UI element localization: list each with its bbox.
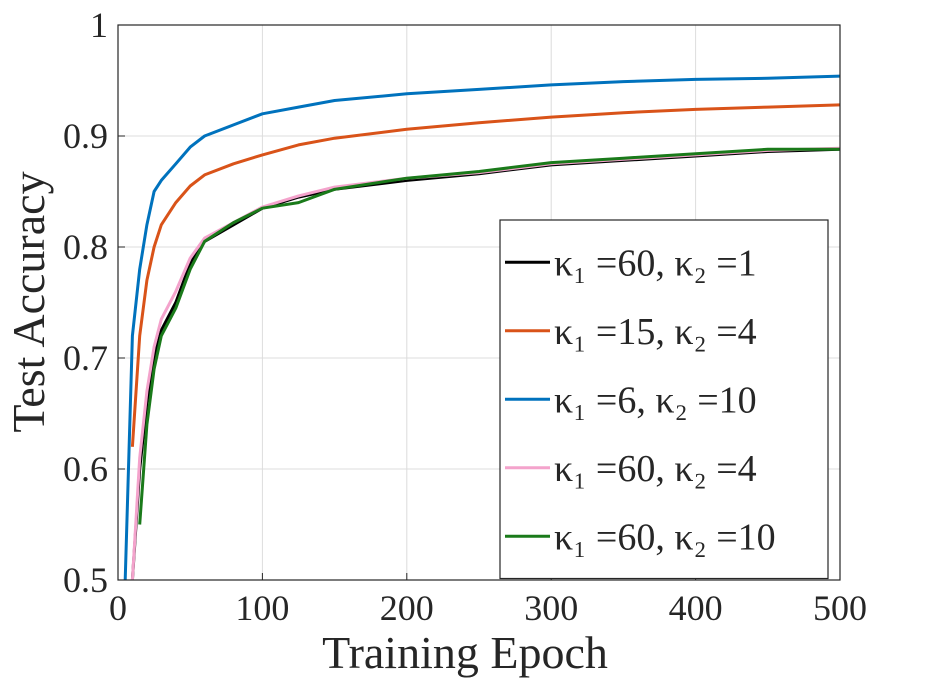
x-tick-label: 300	[524, 588, 578, 628]
legend-label: κ₁ =60, κ₂ =1	[554, 242, 757, 284]
series-line	[130, 103, 840, 447]
series-line	[138, 147, 840, 525]
y-tick-label: 1	[90, 5, 108, 45]
y-tick-label: 0.8	[63, 227, 108, 267]
lines	[123, 74, 840, 580]
y-tick-label: 0.6	[63, 449, 108, 489]
x-axis-label: Training Epoch	[322, 627, 608, 678]
x-tick-label: 100	[235, 588, 289, 628]
legend-label: κ₁ =60, κ₂ =10	[554, 516, 776, 558]
legend-label: κ₁ =15, κ₂ =4	[554, 311, 757, 353]
axes-box	[117, 24, 841, 581]
y-tick-label: 0.9	[63, 116, 108, 156]
legend-label: κ₁ =60, κ₂ =4	[554, 448, 757, 490]
y-tick-label: 0.7	[63, 338, 108, 378]
x-tick-label: 400	[669, 588, 723, 628]
y-axis-label: Test Accuracy	[3, 171, 54, 432]
x-tick-label: 500	[813, 588, 867, 628]
x-tick-label: 0	[109, 588, 127, 628]
legend-label: κ₁ =6, κ₂ =10	[554, 379, 757, 421]
legend-box	[499, 219, 829, 580]
x-tick-label: 200	[380, 588, 434, 628]
y-tick-label: 0.5	[63, 560, 108, 600]
series-line	[123, 74, 840, 580]
